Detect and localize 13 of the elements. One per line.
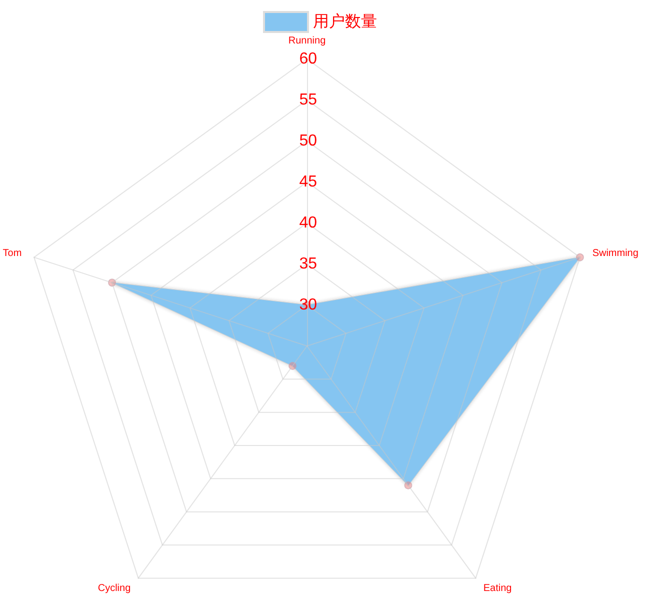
y-tick-label: 40 bbox=[299, 214, 318, 232]
y-tick-label: 35 bbox=[299, 256, 318, 272]
spoke-label: Tom bbox=[2, 248, 22, 259]
y-tick-label: 30 bbox=[299, 296, 318, 314]
spoke-label: Swimming bbox=[592, 248, 638, 259]
y-tick-label: 50 bbox=[299, 132, 318, 150]
y-tick-label: 60 bbox=[299, 50, 318, 68]
spoke-label: Cycling bbox=[98, 583, 131, 594]
y-tick-label: 45 bbox=[299, 174, 318, 190]
y-tick-label: 55 bbox=[299, 92, 318, 108]
spoke-label: Running bbox=[288, 36, 326, 46]
legend-label: 用户数量 bbox=[313, 12, 377, 30]
spoke-label: Eating bbox=[483, 583, 512, 594]
